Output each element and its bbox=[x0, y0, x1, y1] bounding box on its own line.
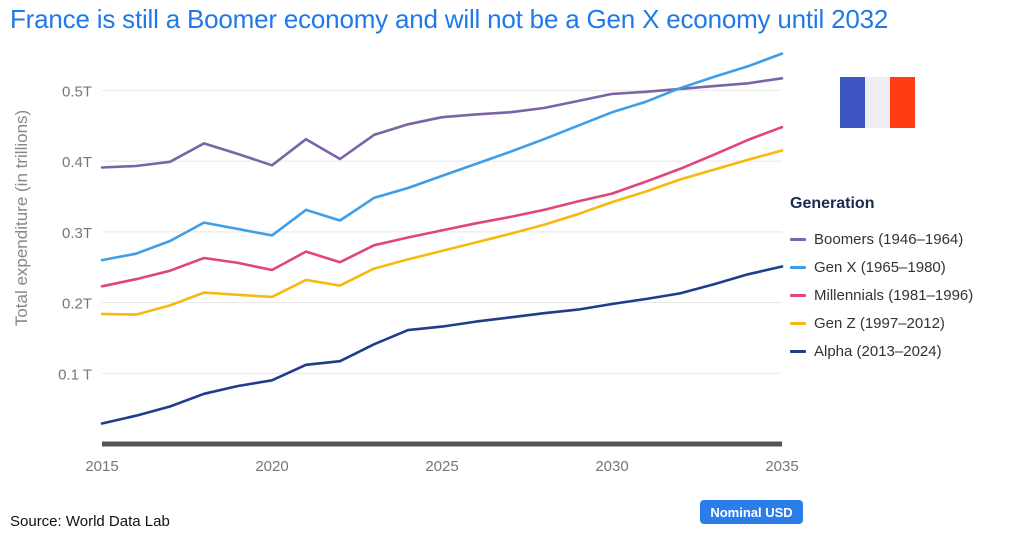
x-tick-label: 2030 bbox=[595, 458, 628, 475]
source-note: Source: World Data Lab bbox=[10, 513, 170, 530]
legend-swatch bbox=[790, 321, 806, 325]
nominal-usd-badge[interactable]: Nominal USD bbox=[700, 500, 803, 524]
x-tick-label: 2025 bbox=[425, 458, 458, 475]
legend-item[interactable]: Alpha (2013–2024) bbox=[790, 337, 973, 365]
y-tick-label: 0.1 T bbox=[58, 366, 92, 383]
y-tick-label: 0.5T bbox=[62, 83, 92, 100]
series-line-3 bbox=[100, 149, 784, 316]
legend-swatch bbox=[790, 237, 806, 241]
legend-label: Boomers (1946–1964) bbox=[814, 230, 964, 248]
series-line-4 bbox=[100, 265, 784, 425]
legend-label: Gen Z (1997–2012) bbox=[814, 314, 945, 332]
flag-stripe-blue bbox=[840, 77, 865, 128]
y-axis-label: Total expenditure (in trillions) bbox=[12, 110, 31, 326]
legend-items: Boomers (1946–1964) Gen X (1965–1980) Mill… bbox=[790, 225, 973, 365]
legend: Generation Boomers (1946–1964) Gen X (196… bbox=[790, 195, 973, 365]
x-tick-labels: 2015 2020 2025 2030 2035 bbox=[85, 458, 798, 475]
series-line-2 bbox=[100, 125, 784, 288]
y-tick-labels: 0.1 T 0.2T 0.3T 0.4T 0.5T bbox=[58, 83, 92, 383]
legend-item[interactable]: Gen X (1965–1980) bbox=[790, 253, 973, 281]
legend-item[interactable]: Gen Z (1997–2012) bbox=[790, 309, 973, 337]
legend-swatch bbox=[790, 349, 806, 353]
x-tick-label: 2015 bbox=[85, 458, 118, 475]
chart-title: France is still a Boomer economy and wil… bbox=[10, 4, 889, 34]
legend-swatch bbox=[790, 293, 806, 297]
flag-stripe-red bbox=[890, 77, 915, 128]
legend-label: Gen X (1965–1980) bbox=[814, 258, 946, 276]
x-tick-label: 2020 bbox=[255, 458, 288, 475]
legend-label: Alpha (2013–2024) bbox=[814, 342, 942, 360]
series-lines bbox=[100, 52, 784, 425]
y-tick-label: 0.4T bbox=[62, 154, 92, 171]
grid-lines bbox=[102, 89, 782, 374]
legend-swatch bbox=[790, 265, 806, 269]
legend-label: Millennials (1981–1996) bbox=[814, 286, 974, 304]
series-line-1 bbox=[100, 52, 784, 262]
legend-item[interactable]: Boomers (1946–1964) bbox=[790, 225, 973, 253]
y-tick-label: 0.3T bbox=[62, 225, 92, 242]
legend-title: Generation bbox=[790, 195, 875, 212]
france-flag-icon bbox=[840, 77, 915, 128]
x-tick-label: 2035 bbox=[765, 458, 798, 475]
y-tick-label: 0.2T bbox=[62, 296, 92, 313]
legend-item[interactable]: Millennials (1981–1996) bbox=[790, 281, 973, 309]
flag-stripe-white bbox=[865, 77, 890, 128]
series-line-0 bbox=[100, 77, 784, 169]
